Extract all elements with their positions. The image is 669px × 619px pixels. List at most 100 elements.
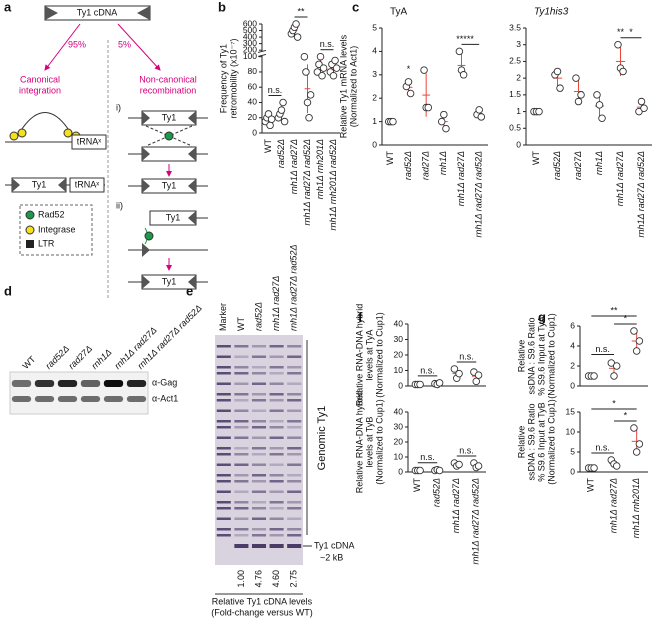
- x-tick-label: rnh1Δ: [438, 151, 448, 175]
- y-axis-label: (Normalized to Cup1): [374, 312, 384, 398]
- point: [332, 64, 341, 72]
- gel-band: [287, 420, 302, 423]
- gel-band: [234, 474, 249, 477]
- gel-band: [234, 480, 249, 483]
- trna-box: [71, 134, 107, 150]
- y-tick-label: 0: [252, 127, 257, 137]
- y-tick-label: 2.5: [509, 56, 521, 66]
- point: [435, 379, 444, 387]
- y-tick-label: 0: [372, 139, 377, 149]
- y-axis-label: (Normalized to Cup1): [546, 313, 556, 399]
- arrow: [44, 23, 81, 71]
- y-tick-label: 3: [516, 39, 521, 49]
- gel-band: [287, 517, 302, 520]
- gel-band: [251, 534, 267, 537]
- fold-change: 4.76: [253, 570, 263, 588]
- gel-band: [269, 382, 284, 385]
- y-tick-label: 0: [398, 380, 403, 390]
- significance: n.s.: [420, 365, 435, 375]
- x-tick-label: rnh1Δ rad27Δ rad52Δ: [302, 139, 312, 226]
- point: [553, 67, 562, 76]
- y-axis-label: % S9.6 Input at TyB: [536, 402, 546, 481]
- gel-band: [251, 528, 267, 531]
- panel-label: f: [358, 309, 363, 324]
- gel-band: [216, 474, 231, 477]
- gel-band: [234, 355, 249, 358]
- gel-band: [216, 436, 231, 439]
- significance: n.s.: [320, 39, 335, 49]
- gel-band: [251, 366, 267, 369]
- gel-band: [216, 447, 231, 450]
- gel-band: [269, 393, 284, 396]
- gel-band: [234, 436, 249, 439]
- point: [389, 117, 397, 126]
- gel-band: [216, 453, 231, 456]
- y-tick-label: 100: [243, 51, 257, 61]
- gel-band: [216, 345, 231, 348]
- lane-label: WT: [21, 354, 38, 371]
- cdna-band: [287, 544, 302, 548]
- significance: n.s.: [268, 85, 283, 95]
- gel-band: [216, 372, 231, 375]
- route-label: Non-canonical: [139, 74, 197, 84]
- gel-band: [234, 399, 249, 402]
- y-tick-label: 300: [243, 38, 257, 48]
- y-tick-label: 500: [243, 25, 257, 35]
- gel-band: [287, 355, 302, 358]
- point: [635, 337, 644, 345]
- y-axis-label: ssDNA : S9.6 Ratio: [526, 317, 536, 394]
- legend-integrase: [25, 225, 35, 235]
- y-tick-label: 2: [516, 72, 521, 82]
- point: [632, 448, 641, 456]
- y-axis-label: Relative: [516, 426, 526, 459]
- gel-band: [287, 382, 302, 385]
- gel-band: [251, 463, 267, 466]
- gel-band: [216, 501, 231, 504]
- caption: Relative Ty1 cDNA levels: [212, 596, 313, 606]
- y-tick-label: 5: [570, 446, 575, 456]
- legend-label: Integrase: [38, 224, 76, 234]
- point: [267, 115, 276, 124]
- x-tick-label: rnh1Δ rad27Δ: [451, 478, 461, 533]
- band: [34, 380, 55, 387]
- lane-label: rnh1Δ rad27Δ: [271, 276, 281, 331]
- y-axis-label: Relative Ty1 mRNA levels: [338, 34, 348, 138]
- gel-band: [216, 528, 231, 531]
- gel-band: [269, 355, 284, 358]
- gel-band: [251, 480, 267, 483]
- panel-label: d: [4, 283, 12, 298]
- significance: n.s.: [459, 445, 474, 455]
- gel-band: [251, 382, 267, 385]
- axis-break: [258, 51, 266, 56]
- significance: *: [407, 64, 411, 74]
- point: [455, 47, 464, 56]
- rad52: [144, 231, 154, 241]
- y-tick-label: 60: [248, 81, 258, 91]
- y-tick-label: 15: [566, 406, 576, 416]
- ltr: [188, 211, 196, 225]
- gel-band: [287, 528, 302, 531]
- gel-band: [216, 420, 231, 423]
- point: [475, 106, 483, 114]
- point: [331, 56, 339, 65]
- gel-band: [216, 426, 231, 429]
- integrase: [17, 128, 27, 138]
- gel-band: [251, 393, 267, 396]
- y-tick-label: 6: [570, 320, 575, 330]
- point: [416, 466, 424, 475]
- x-tick-label: rnh1Δ rad27Δ rad52Δ: [636, 151, 646, 238]
- gel-band: [269, 463, 284, 466]
- point: [319, 64, 328, 72]
- y-axis-label: Frequency of Ty1: [218, 44, 228, 113]
- gel-band: [287, 453, 302, 456]
- point: [612, 362, 621, 370]
- gel-band: [234, 382, 249, 385]
- gel-band: [287, 409, 302, 412]
- step-label: ii): [116, 200, 123, 210]
- x-tick-label: rnh1Δ rad27Δ rad52Δ: [471, 478, 481, 565]
- y-tick-label: 1.5: [509, 89, 521, 99]
- gel-band: [287, 447, 302, 450]
- y-tick-label: 2: [372, 92, 377, 102]
- step-label: i): [116, 102, 121, 112]
